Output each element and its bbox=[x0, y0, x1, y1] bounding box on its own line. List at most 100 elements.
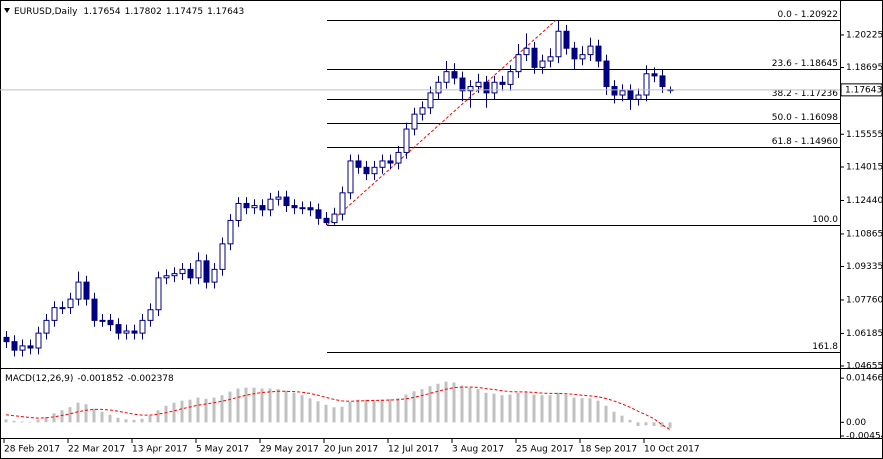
macd-bar bbox=[548, 395, 552, 423]
macd-bar bbox=[188, 399, 192, 423]
fib-label: 161.8 bbox=[812, 342, 838, 352]
macd-bar bbox=[228, 391, 232, 423]
macd-bar bbox=[572, 397, 576, 423]
candle-body bbox=[483, 81, 490, 94]
macd-value: -0.001852 bbox=[77, 374, 123, 384]
candle-body bbox=[371, 166, 378, 175]
macd-bar bbox=[212, 397, 216, 423]
candle-body bbox=[507, 71, 514, 85]
candle-body bbox=[547, 56, 554, 62]
candle-body bbox=[435, 81, 442, 94]
macd-bar bbox=[468, 387, 472, 423]
x-tick-label: 10 Oct 2017 bbox=[644, 445, 700, 455]
candle-body bbox=[379, 160, 386, 168]
candle-body bbox=[67, 298, 74, 309]
macd-bar bbox=[556, 392, 560, 423]
macd-bar bbox=[460, 385, 464, 423]
candle-body bbox=[627, 90, 634, 100]
candle-body bbox=[355, 160, 362, 168]
macd-bar bbox=[508, 394, 512, 423]
candle-body bbox=[43, 319, 50, 334]
candle-body bbox=[571, 47, 578, 60]
macd-bar bbox=[492, 393, 496, 423]
macd-bar bbox=[12, 420, 16, 423]
candle-body bbox=[91, 298, 98, 321]
candle-body bbox=[443, 71, 450, 83]
macd-bar bbox=[164, 405, 168, 423]
macd-bar bbox=[516, 392, 520, 423]
macd-bar bbox=[348, 401, 352, 423]
macd-bar bbox=[124, 419, 128, 423]
candle-body bbox=[347, 160, 354, 194]
macd-bar bbox=[244, 387, 248, 423]
y-tick-label: 1.15555 bbox=[846, 130, 883, 140]
candle-body bbox=[523, 47, 530, 56]
macd-bar bbox=[420, 389, 424, 423]
candle-body bbox=[459, 77, 466, 92]
macd-bar bbox=[132, 419, 136, 423]
macd-bar bbox=[36, 419, 40, 423]
macd-bar bbox=[644, 422, 648, 426]
macd-bar bbox=[628, 419, 632, 423]
macd-title: MACD(12,26,9) bbox=[5, 374, 73, 384]
candle-body bbox=[275, 196, 282, 200]
macd-bar bbox=[268, 388, 272, 423]
candle-body bbox=[563, 30, 570, 49]
candle-body bbox=[387, 160, 394, 164]
candle-body bbox=[59, 307, 66, 310]
macd-bar bbox=[660, 422, 664, 428]
candle-body bbox=[11, 341, 18, 351]
macd-bar bbox=[92, 408, 96, 423]
candle-body bbox=[611, 86, 618, 96]
candle-body bbox=[243, 202, 250, 209]
candle-body bbox=[155, 277, 162, 311]
x-tick-label: 20 Jun 2017 bbox=[324, 445, 378, 455]
macd-bar bbox=[260, 388, 264, 423]
macd-bar bbox=[28, 421, 32, 423]
macd-bar bbox=[316, 401, 320, 423]
candle-body bbox=[619, 90, 626, 96]
macd-bar bbox=[284, 390, 288, 423]
macd-bar bbox=[620, 415, 624, 423]
macd-bar bbox=[172, 402, 176, 423]
y-tick-label: 1.04655 bbox=[846, 361, 883, 371]
symbol-icon bbox=[4, 8, 10, 13]
macd-bar bbox=[564, 394, 568, 423]
macd-bar bbox=[76, 402, 80, 423]
candle-body bbox=[211, 268, 218, 283]
candle-body bbox=[587, 45, 594, 56]
macd-bar bbox=[156, 410, 160, 423]
y-tick-label: 1.10865 bbox=[846, 229, 883, 239]
candle-body bbox=[643, 73, 650, 96]
macd-bar bbox=[332, 407, 336, 423]
macd-bar bbox=[108, 414, 112, 423]
y-tick-label: 1.06185 bbox=[846, 329, 883, 339]
macd-bar bbox=[364, 399, 368, 423]
candle-body bbox=[331, 213, 338, 224]
candle-body bbox=[555, 30, 562, 58]
fib-label: 100.0 bbox=[812, 215, 838, 225]
macd-bar bbox=[612, 411, 616, 423]
macd-bar bbox=[252, 387, 256, 423]
x-tick-label: 3 Aug 2017 bbox=[452, 445, 504, 455]
candle-body bbox=[195, 260, 202, 279]
candle-body bbox=[419, 107, 426, 115]
candle-body bbox=[139, 319, 146, 334]
x-tick-label: 18 Sep 2017 bbox=[580, 445, 637, 455]
macd-bar bbox=[340, 406, 344, 423]
macd-bar bbox=[180, 400, 184, 423]
candle-body bbox=[227, 219, 234, 245]
macd-bar bbox=[44, 416, 48, 423]
x-tick-label: 25 Aug 2017 bbox=[516, 445, 574, 455]
macd-bar bbox=[372, 400, 376, 423]
macd-bar bbox=[500, 395, 504, 423]
candle-body bbox=[163, 275, 170, 279]
close-value: 1.17643 bbox=[207, 7, 244, 17]
macd-bar bbox=[380, 399, 384, 423]
macd-bar bbox=[404, 394, 408, 423]
fib-label: 61.8 - 1.14960 bbox=[772, 137, 838, 147]
candle-body bbox=[75, 281, 82, 300]
macd-bar bbox=[68, 407, 72, 423]
macd-bar bbox=[388, 399, 392, 423]
